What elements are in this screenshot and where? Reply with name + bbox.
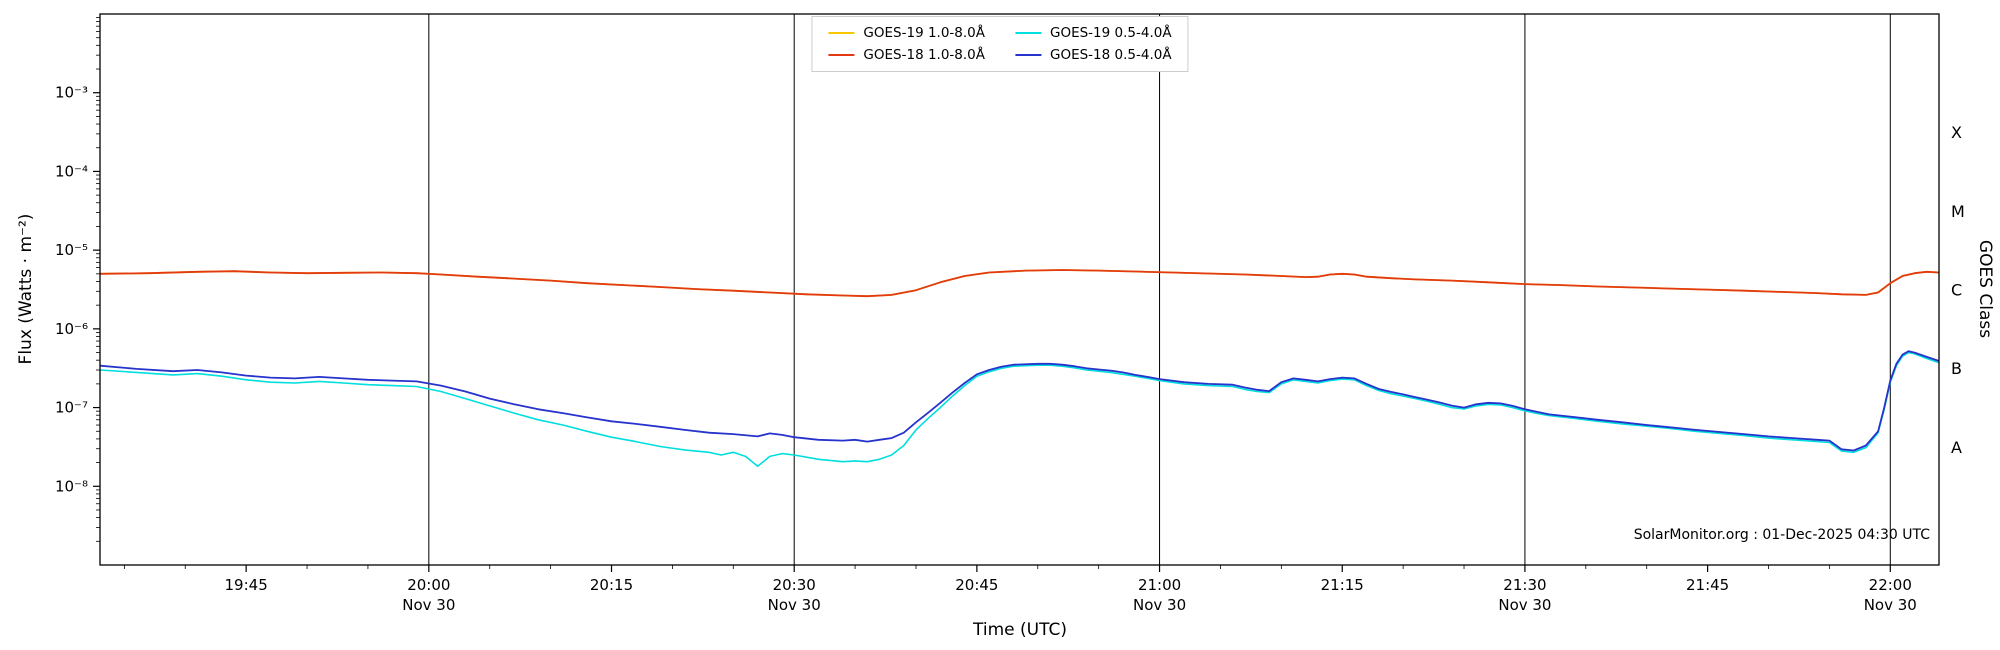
series-lines [100, 269, 1939, 468]
legend-label: GOES-18 1.0-8.0Å [863, 47, 985, 64]
legend-swatch-goes18-short [1015, 54, 1041, 57]
goes-class-labels: X M C B A [1951, 123, 1965, 457]
legend-item: GOES-19 0.5-4.0Å [1015, 25, 1172, 41]
svg-text:Nov 30: Nov 30 [1498, 596, 1551, 614]
series-goes-18-1-0-8-0- [100, 269, 1939, 298]
svg-text:Nov 30: Nov 30 [1133, 596, 1186, 614]
svg-text:Nov 30: Nov 30 [768, 596, 821, 614]
svg-text:A: A [1951, 438, 1962, 457]
svg-text:10⁻⁶: 10⁻⁶ [55, 320, 88, 338]
svg-text:10⁻³: 10⁻³ [55, 84, 88, 102]
solarmonitor-credit: SolarMonitor.org : 01-Dec-2025 04:30 UTC [1633, 527, 1930, 543]
svg-text:20:15: 20:15 [590, 576, 633, 594]
svg-text:20:00: 20:00 [407, 576, 450, 594]
y-axis-label: Flux (Watts · m⁻²) [16, 213, 36, 365]
svg-text:M: M [1951, 202, 1965, 221]
svg-text:X: X [1951, 123, 1962, 142]
legend-label: GOES-19 1.0-8.0Å [863, 25, 985, 41]
svg-text:21:45: 21:45 [1686, 576, 1729, 594]
svg-text:20:30: 20:30 [773, 576, 816, 594]
x-axis-label: Time (UTC) [973, 620, 1067, 640]
svg-text:21:30: 21:30 [1503, 576, 1546, 594]
svg-text:20:45: 20:45 [955, 576, 998, 594]
y-axis-ticks: 10⁻³ 10⁻⁴ 10⁻⁵ 10⁻⁶ 10⁻⁷ 10⁻⁸ [55, 17, 100, 542]
plot-frame [99, 13, 1940, 566]
x-gridlines [428, 14, 1891, 565]
legend-item: GOES-18 1.0-8.0Å [828, 47, 985, 63]
x-axis-ticks: 19:45 20:00 Nov 30 20:15 20:30 Nov 30 20:45 21:… [123, 565, 1917, 614]
right-axis-label: GOES Class [1975, 239, 1995, 339]
series-goes-19-0-5-4-0- [100, 351, 1939, 468]
svg-text:Nov 30: Nov 30 [1864, 596, 1917, 614]
legend: GOES-19 1.0-8.0Å GOES-18 1.0-8.0Å GOES-1… [811, 16, 1189, 73]
svg-text:19:45: 19:45 [225, 576, 268, 594]
series-goes-18-0-5-4-0- [100, 350, 1939, 452]
svg-text:C: C [1951, 281, 1962, 300]
svg-text:B: B [1951, 359, 1962, 378]
legend-item: GOES-19 1.0-8.0Å [828, 25, 985, 41]
svg-text:10⁻⁴: 10⁻⁴ [55, 162, 88, 180]
svg-text:21:00: 21:00 [1138, 576, 1181, 594]
svg-text:21:15: 21:15 [1321, 576, 1364, 594]
legend-label: GOES-18 0.5-4.0Å [1050, 47, 1172, 64]
legend-item: GOES-18 0.5-4.0Å [1015, 47, 1172, 63]
svg-text:22:00: 22:00 [1869, 576, 1912, 594]
svg-text:10⁻⁷: 10⁻⁷ [55, 399, 88, 417]
legend-swatch-goes19-long [828, 32, 855, 35]
legend-swatch-goes19-short [1015, 32, 1041, 35]
legend-label: GOES-19 0.5-4.0Å [1050, 25, 1172, 41]
svg-text:10⁻⁵: 10⁻⁵ [55, 241, 88, 259]
legend-swatch-goes18-long [828, 54, 855, 57]
svg-text:Nov 30: Nov 30 [402, 596, 455, 614]
series-goes-19-1-0-8-0- [100, 269, 1939, 298]
svg-text:10⁻⁸: 10⁻⁸ [55, 477, 88, 495]
